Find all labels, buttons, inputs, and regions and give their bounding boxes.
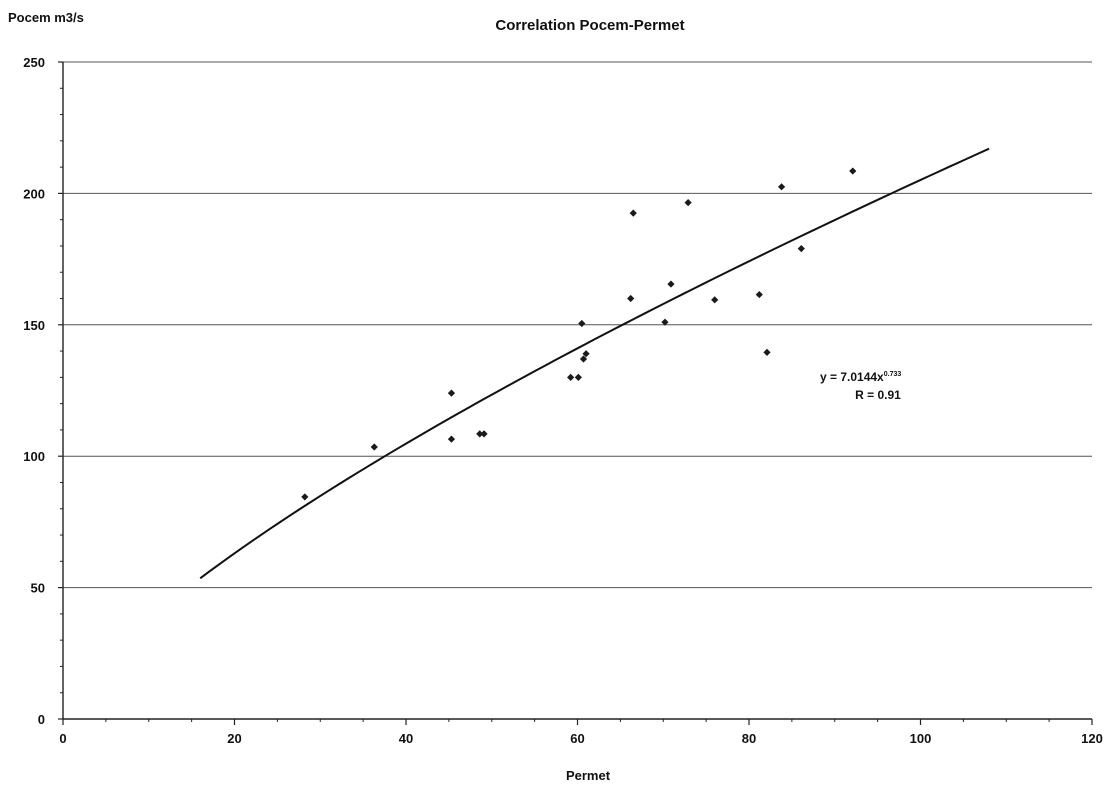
x-tick-label-6: 120 — [1081, 731, 1103, 746]
data-point-0-15 — [684, 198, 692, 207]
data-points — [301, 167, 857, 501]
data-point-0-10 — [582, 350, 590, 358]
data-point-0-18 — [763, 348, 771, 356]
x-tick-label-1: 20 — [227, 731, 241, 746]
correlation-r-label: R = 0.91 — [855, 388, 901, 402]
trendline-layer — [199, 147, 990, 580]
equation-prefix: y = 7.0144x — [820, 370, 884, 384]
tick-labels: 0 50 100 150 200 250 0 20 40 60 80 100 120 — [23, 55, 1103, 746]
data-point-0-12 — [629, 209, 637, 217]
data-point-0-11 — [627, 294, 635, 303]
x-tick-label-0: 0 — [59, 731, 66, 746]
data-point-0-16 — [711, 296, 719, 304]
data-point-0-1 — [370, 443, 378, 451]
x-tick-label-3: 60 — [570, 731, 584, 746]
y-tick-label-3: 150 — [23, 318, 45, 333]
y-tick-label-4: 200 — [23, 186, 45, 201]
x-tick-label-5: 100 — [910, 731, 932, 746]
y-axis-title: Pocem m3/s — [8, 10, 84, 25]
x-tick-label-2: 40 — [399, 731, 413, 746]
data-point-0-3 — [447, 435, 456, 443]
data-point-0-8 — [578, 319, 586, 328]
y-tick-label-2: 100 — [23, 449, 45, 464]
x-axis-title: Permet — [566, 768, 611, 783]
x-tick-label-4: 80 — [742, 731, 756, 746]
axes — [58, 61, 1093, 725]
data-point-0-20 — [797, 244, 805, 253]
y-tick-label-0: 0 — [38, 712, 45, 727]
y-tick-label-1: 50 — [31, 581, 45, 596]
data-point-0-0 — [301, 493, 309, 501]
data-point-0-4 — [476, 430, 484, 438]
y-tick-label-5: 250 — [23, 55, 45, 70]
equation-exponent: 0.733 — [884, 371, 902, 378]
data-point-0-17 — [755, 290, 763, 299]
data-point-0-2 — [447, 389, 456, 397]
data-point-0-5 — [480, 430, 488, 438]
data-point-0-7 — [574, 373, 582, 381]
chart-title: Correlation Pocem-Permet — [495, 17, 684, 34]
data-point-0-6 — [567, 373, 575, 381]
data-point-0-13 — [661, 318, 669, 326]
data-point-0-9 — [579, 355, 588, 363]
trendline-equation: y = 7.0144x0.733 — [820, 370, 901, 384]
data-point-0-19 — [777, 183, 786, 191]
power-trendline — [199, 147, 990, 580]
data-point-0-14 — [667, 280, 675, 288]
gridlines — [63, 61, 1092, 589]
data-point-0-21 — [849, 167, 857, 175]
